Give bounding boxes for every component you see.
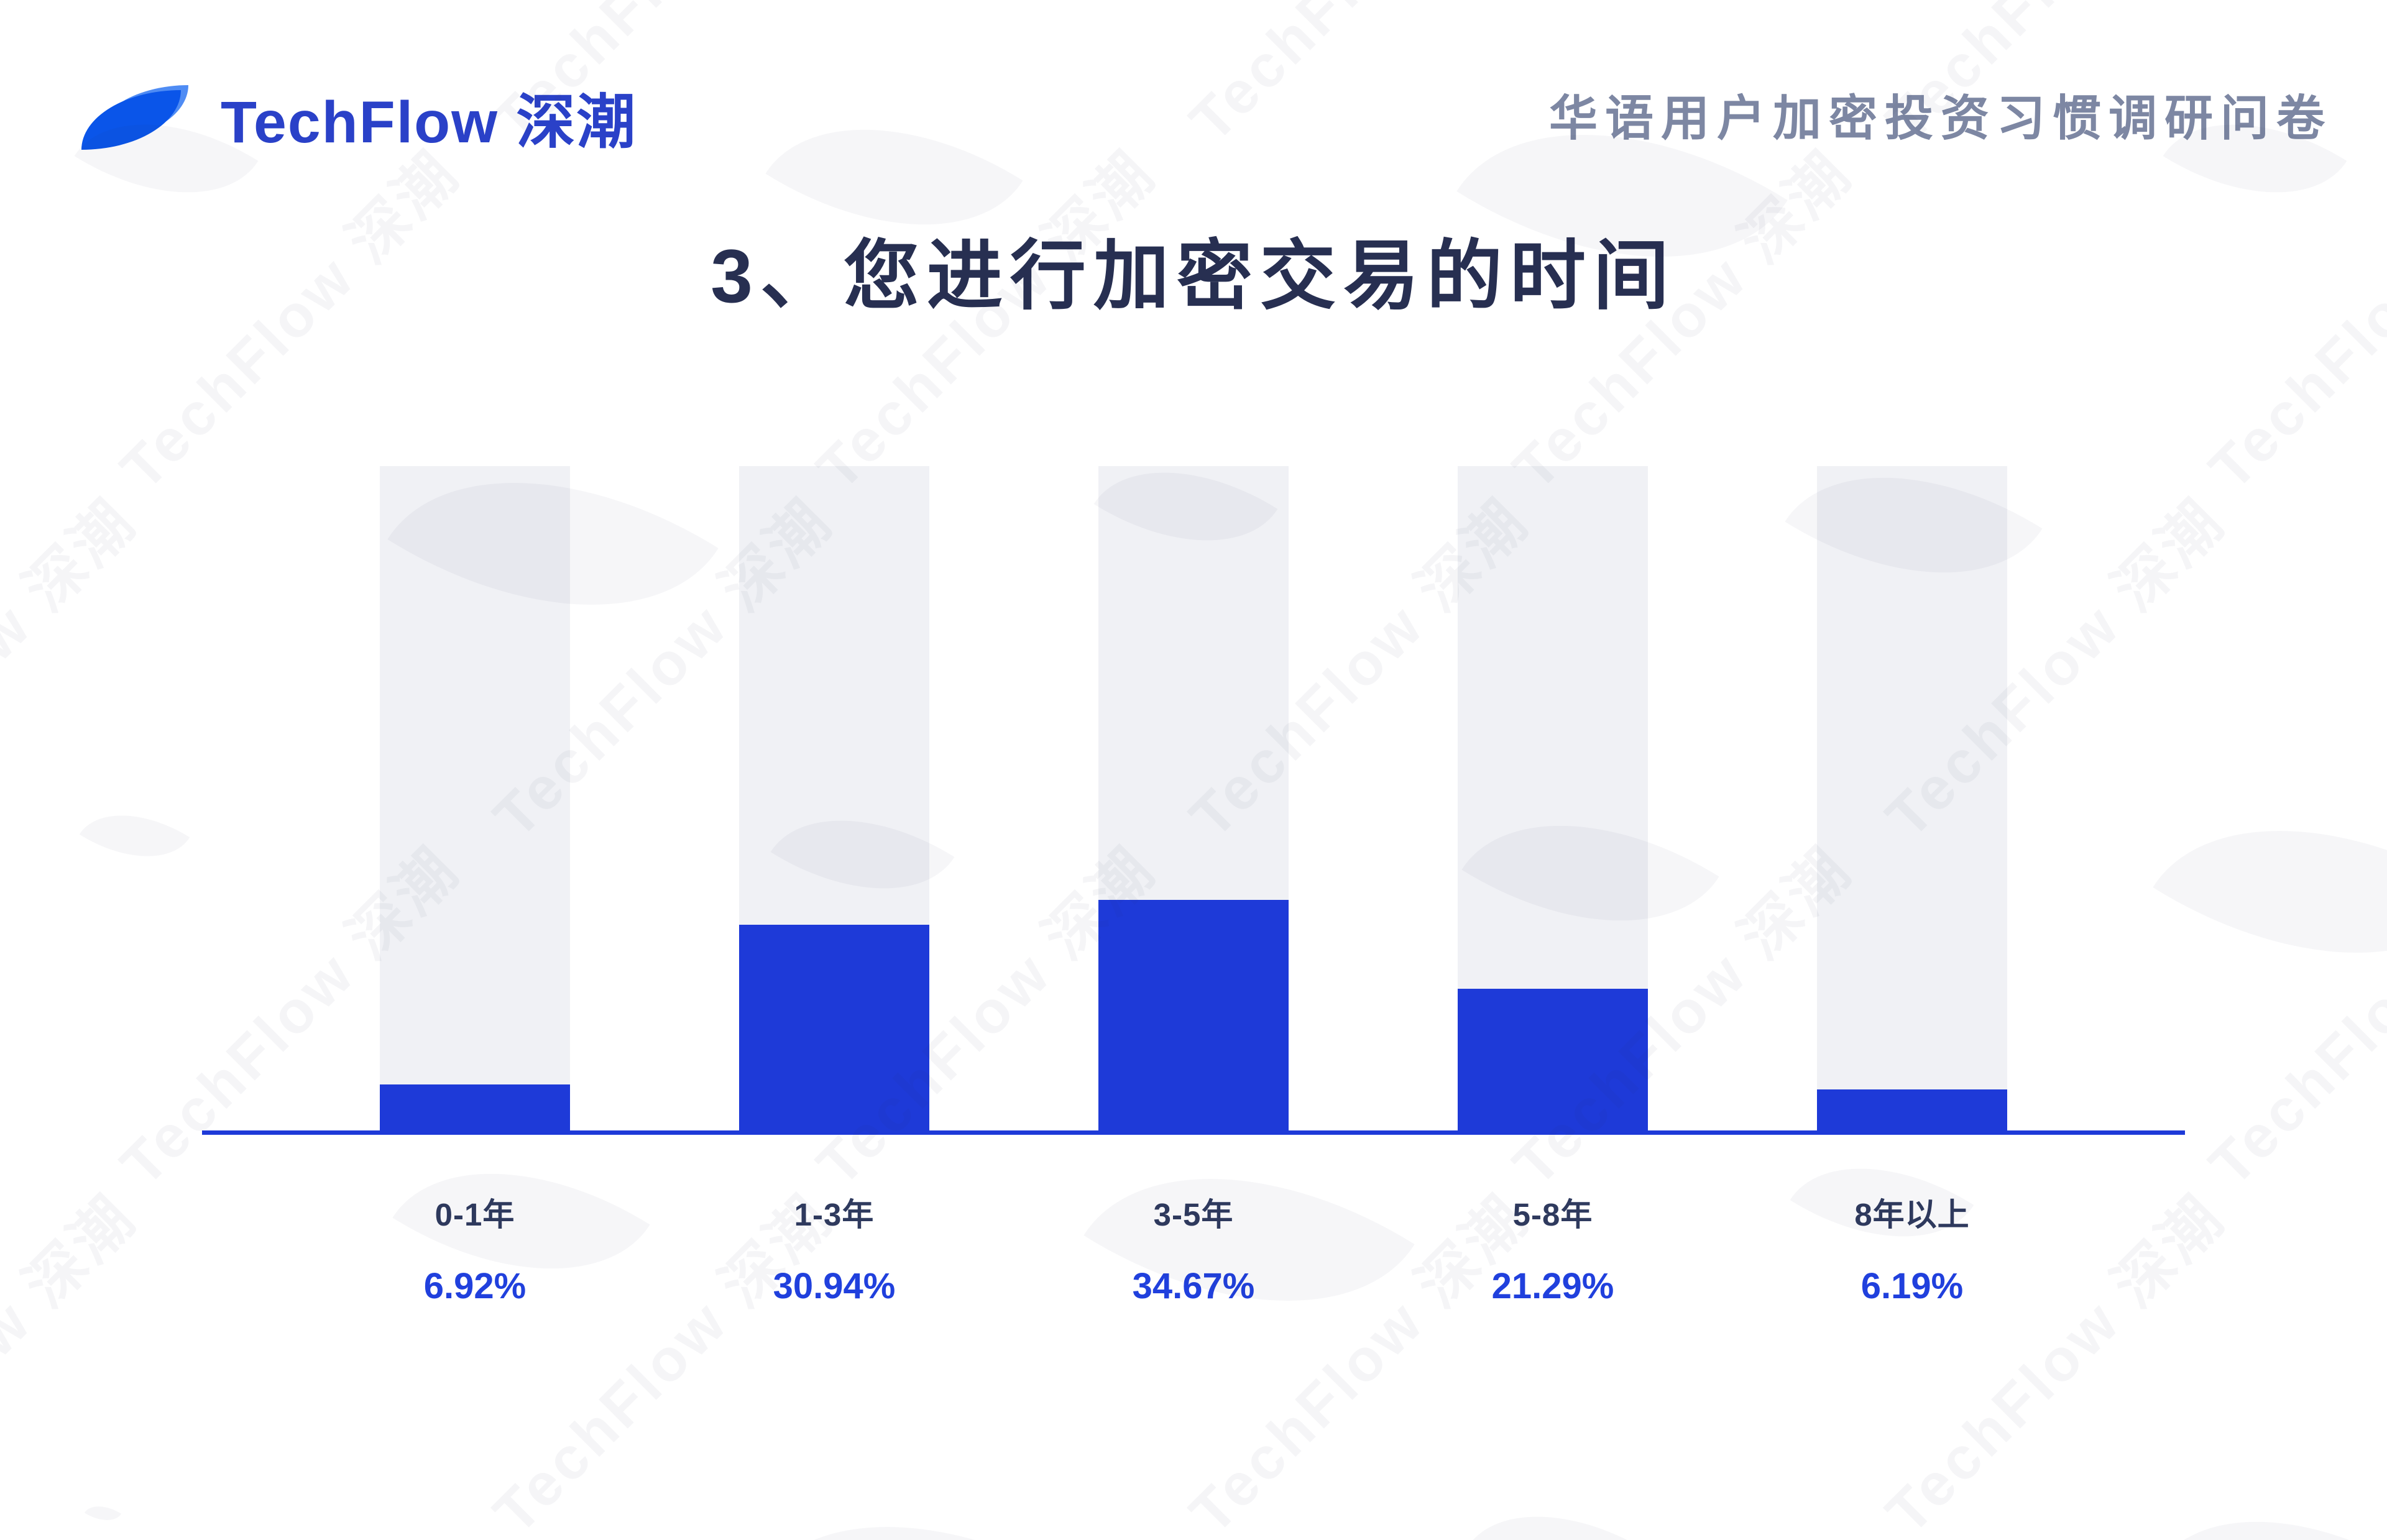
bar-percent-label: 30.94%	[773, 1265, 896, 1306]
techflow-leaf-logo-icon	[81, 85, 188, 150]
watermark-leaf-icon	[79, 787, 190, 885]
bar-category-label: 0-1年	[435, 1197, 515, 1232]
brand-logo: TechFlow 深潮	[81, 75, 637, 160]
bar-column	[380, 466, 570, 1130]
bar-category-label: 3-5年	[1153, 1197, 1234, 1232]
bar-fill	[739, 925, 929, 1130]
bar-column	[1458, 466, 1648, 1130]
watermark-leaf-icon	[84, 1496, 122, 1530]
watermark-leaf-icon	[1466, 1469, 1651, 1540]
brand-logo-text: TechFlow 深潮	[221, 89, 637, 155]
bar-percent-label: 6.19%	[1860, 1265, 1964, 1306]
bar-label-group: 8年以上 6.19%	[1817, 1197, 2007, 1307]
bar-track	[380, 466, 570, 1130]
bar-fill	[1098, 900, 1289, 1130]
chart-question-title: 3、您进行加密交易的时间	[711, 234, 1676, 318]
watermark-leaf-icon	[2153, 745, 2387, 1039]
bar-track	[1098, 466, 1289, 1130]
bar-fill	[1458, 989, 1648, 1130]
bar-category-label: 1-3年	[794, 1197, 875, 1232]
bar-label-group: 3-5年 34.67%	[1098, 1197, 1289, 1307]
bar-track	[1458, 466, 1648, 1130]
watermark-text: TechFlow 深潮	[0, 1172, 152, 1540]
bar-percent-label: 21.29%	[1491, 1265, 1614, 1306]
bar-column	[1098, 466, 1289, 1130]
x-axis-line	[202, 1130, 2185, 1135]
watermark-text: TechFlow 深潮	[1166, 0, 1544, 157]
bar-track	[739, 466, 929, 1130]
bar-category-label: 8年以上	[1854, 1197, 1970, 1232]
bar-percent-label: 34.67%	[1132, 1265, 1255, 1306]
bar-track	[1817, 466, 2007, 1130]
bar-fill	[380, 1084, 570, 1130]
watermark-leaf-icon	[760, 1441, 1092, 1540]
bar-chart	[380, 466, 2007, 1130]
watermark-text: TechFlow 深潮	[2186, 824, 2387, 1202]
watermark-leaf-icon	[2158, 1455, 2387, 1540]
bar-labels: 0-1年 6.92% 1-3年 30.94% 3-5年 34.67% 5-8年 21.29% 8…	[380, 1197, 2007, 1307]
bar-column	[739, 466, 929, 1130]
leaf-dark-shape	[81, 89, 181, 150]
bar-column	[1817, 466, 2007, 1130]
bar-percent-label: 6.92%	[423, 1265, 527, 1306]
bar-category-label: 5-8年	[1512, 1197, 1593, 1232]
watermark-text: TechFlow 深潮	[0, 476, 152, 854]
survey-title: 华语用户加密投资习惯调研问卷	[1548, 91, 2332, 145]
bar-label-group: 5-8年 21.29%	[1458, 1197, 1648, 1307]
bar-label-group: 1-3年 30.94%	[739, 1197, 929, 1307]
bar-label-group: 0-1年 6.92%	[380, 1197, 570, 1307]
bar-fill	[1817, 1089, 2007, 1130]
